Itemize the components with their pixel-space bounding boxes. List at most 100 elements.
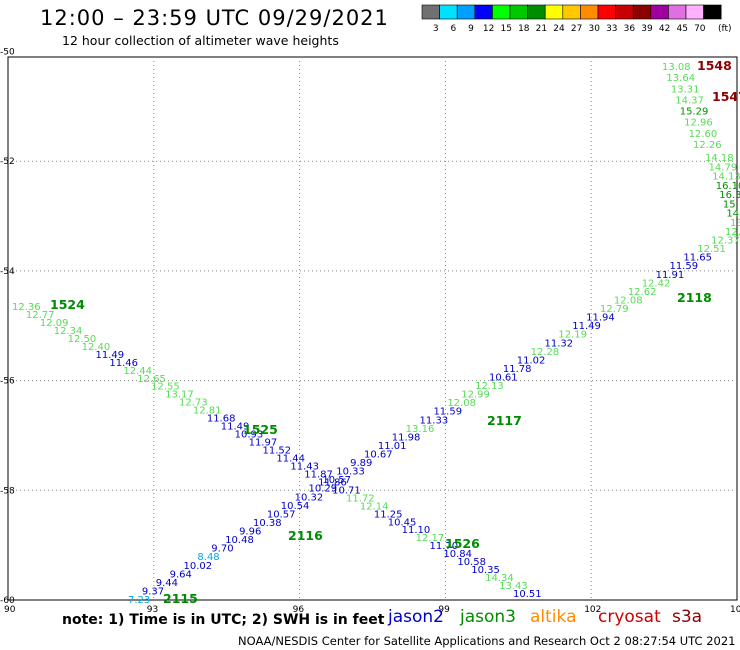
swh-label: 12.08 bbox=[447, 398, 476, 409]
swh-label: 11.87 bbox=[304, 469, 333, 480]
legend-label: 3 bbox=[433, 24, 439, 34]
swh-label: 11.86 bbox=[318, 477, 347, 488]
swh-label: 10.93 bbox=[235, 430, 264, 441]
swh-label: 10.29 bbox=[308, 484, 337, 495]
swh-label: 11.98 bbox=[392, 432, 421, 443]
pass-id-label: 2116 bbox=[288, 528, 323, 543]
swh-label: 9.96 bbox=[239, 527, 261, 538]
swh-label: 10.57 bbox=[267, 509, 296, 520]
swh-label: 11.72 bbox=[346, 493, 375, 504]
swh-label: 12.77 bbox=[26, 310, 55, 321]
swh-label: 13.08 bbox=[662, 62, 691, 73]
swh-label: 10.32 bbox=[295, 492, 324, 503]
swh-label: 10.67 bbox=[364, 450, 393, 461]
swh-label: 12.36 bbox=[12, 302, 41, 313]
plot-frame bbox=[7, 56, 738, 601]
color-legend: 3 6 9 12 15 18 21 24 27 30 33 36 39 42 45 70 (ft) bbox=[421, 4, 732, 34]
satellite-s3a: s3a bbox=[672, 607, 703, 627]
swh-label: 11.49 bbox=[572, 321, 601, 332]
pass-id-label: 1524 bbox=[50, 297, 85, 312]
swh-label: 11.43 bbox=[290, 461, 319, 472]
swh-label: 12.73 bbox=[179, 398, 208, 409]
swh-label: 9.37 bbox=[142, 586, 164, 597]
swh-label: 12.65 bbox=[137, 374, 166, 385]
satellite-jason2: jason2 bbox=[388, 607, 444, 627]
swh-label: 16.3 bbox=[719, 190, 740, 201]
swh-label: 10.84 bbox=[443, 549, 472, 560]
legend-unit: (ft) bbox=[718, 24, 732, 34]
swh-label: 13.43 bbox=[499, 581, 528, 592]
swh-label: 12.51 bbox=[697, 244, 726, 255]
satellite-altika: altika bbox=[530, 607, 577, 627]
swh-label: 10.61 bbox=[489, 372, 518, 383]
swh-label: 10.48 bbox=[225, 535, 254, 546]
swh-label: 11.59 bbox=[433, 407, 462, 418]
swh-label: 12.37 bbox=[711, 236, 740, 247]
lon-tick-label: 93 bbox=[147, 605, 158, 615]
lat-tick-label: -50 bbox=[0, 48, 15, 58]
swh-label: 13.16 bbox=[406, 424, 435, 435]
legend-label: 33 bbox=[606, 24, 617, 34]
swh-label: 12.17 bbox=[416, 533, 445, 544]
swh-label: 12.60 bbox=[689, 129, 718, 140]
swh-label: 12.13 bbox=[475, 381, 504, 392]
swh-label: 11.91 bbox=[656, 270, 685, 281]
legend-label: 21 bbox=[536, 24, 547, 34]
lat-tick-label: -58 bbox=[0, 486, 15, 496]
map-subtitle: 12 hour collection of altimeter wave hei… bbox=[62, 33, 339, 48]
swh-label: 12.19 bbox=[558, 330, 587, 341]
swh-label: 12.79 bbox=[600, 304, 629, 315]
legend-label: 15 bbox=[500, 24, 511, 34]
swh-label: 10.45 bbox=[388, 517, 417, 528]
swh-label: 11.10 bbox=[402, 525, 431, 536]
swh-label: 12.09 bbox=[40, 318, 69, 329]
swh-label: 8.48 bbox=[197, 552, 219, 563]
swh-label: 14.37 bbox=[675, 95, 704, 106]
swh-label: 12.81 bbox=[193, 406, 222, 417]
map-title: 12:00 – 23:59 UTC 09/29/2021 bbox=[40, 6, 389, 30]
swh-label: 10.57 bbox=[322, 475, 351, 486]
swh-label: 9.44 bbox=[156, 578, 178, 589]
lon-tick-label: 105 bbox=[730, 605, 740, 615]
lat-tick-label: -56 bbox=[0, 377, 15, 387]
swh-label: 11.25 bbox=[374, 509, 403, 520]
swh-label: 11.44 bbox=[276, 453, 305, 464]
swh-label: 9.64 bbox=[170, 569, 192, 580]
swh-label: 11.78 bbox=[503, 364, 532, 375]
swh-label: 10.58 bbox=[457, 557, 486, 568]
swh-label: 10.02 bbox=[184, 561, 213, 572]
swh-label: 10.51 bbox=[513, 589, 542, 600]
pass-id-label: 1526 bbox=[445, 536, 480, 551]
swh-label: 12.62 bbox=[628, 287, 657, 298]
swh-label: 10.33 bbox=[336, 467, 365, 478]
swh-label: 10.38 bbox=[253, 518, 282, 529]
swh-label: 7.23 bbox=[128, 595, 150, 606]
swh-label: 12.14 bbox=[360, 501, 389, 512]
swh-label: 11.32 bbox=[545, 338, 574, 349]
swh-label: 9.70 bbox=[211, 544, 233, 555]
legend-label: 24 bbox=[553, 24, 565, 34]
swh-label: 11.46 bbox=[109, 358, 138, 369]
legend-label: 12 bbox=[483, 24, 494, 34]
legend-label: 30 bbox=[588, 24, 600, 34]
swh-label: 12.34 bbox=[54, 326, 83, 337]
lat-tick-label: -52 bbox=[0, 157, 15, 167]
legend-label: 36 bbox=[624, 24, 636, 34]
swh-label: 11.01 bbox=[378, 441, 407, 452]
footer-note: note: 1) Time is in UTC; 2) SWH is in fe… bbox=[62, 612, 385, 628]
pass-id-label: 1548 bbox=[697, 58, 732, 73]
swh-label: 12.44 bbox=[123, 366, 152, 377]
swh-label: 13.64 bbox=[666, 73, 695, 84]
swh-label: 11.70 bbox=[430, 541, 459, 552]
pass-id-label: 2117 bbox=[487, 413, 522, 428]
swh-label: 15.29 bbox=[680, 107, 709, 118]
swh-label: 12.42 bbox=[642, 278, 671, 289]
swh-label: 10.71 bbox=[332, 485, 361, 496]
swh-label: 12.28 bbox=[531, 347, 560, 358]
swh-label: 12.32 bbox=[725, 227, 740, 238]
swh-label: 11.52 bbox=[263, 446, 292, 457]
swh-label: 12.55 bbox=[151, 382, 180, 393]
swh-label: 14.79 bbox=[709, 162, 738, 173]
legend-label: 45 bbox=[676, 24, 687, 34]
